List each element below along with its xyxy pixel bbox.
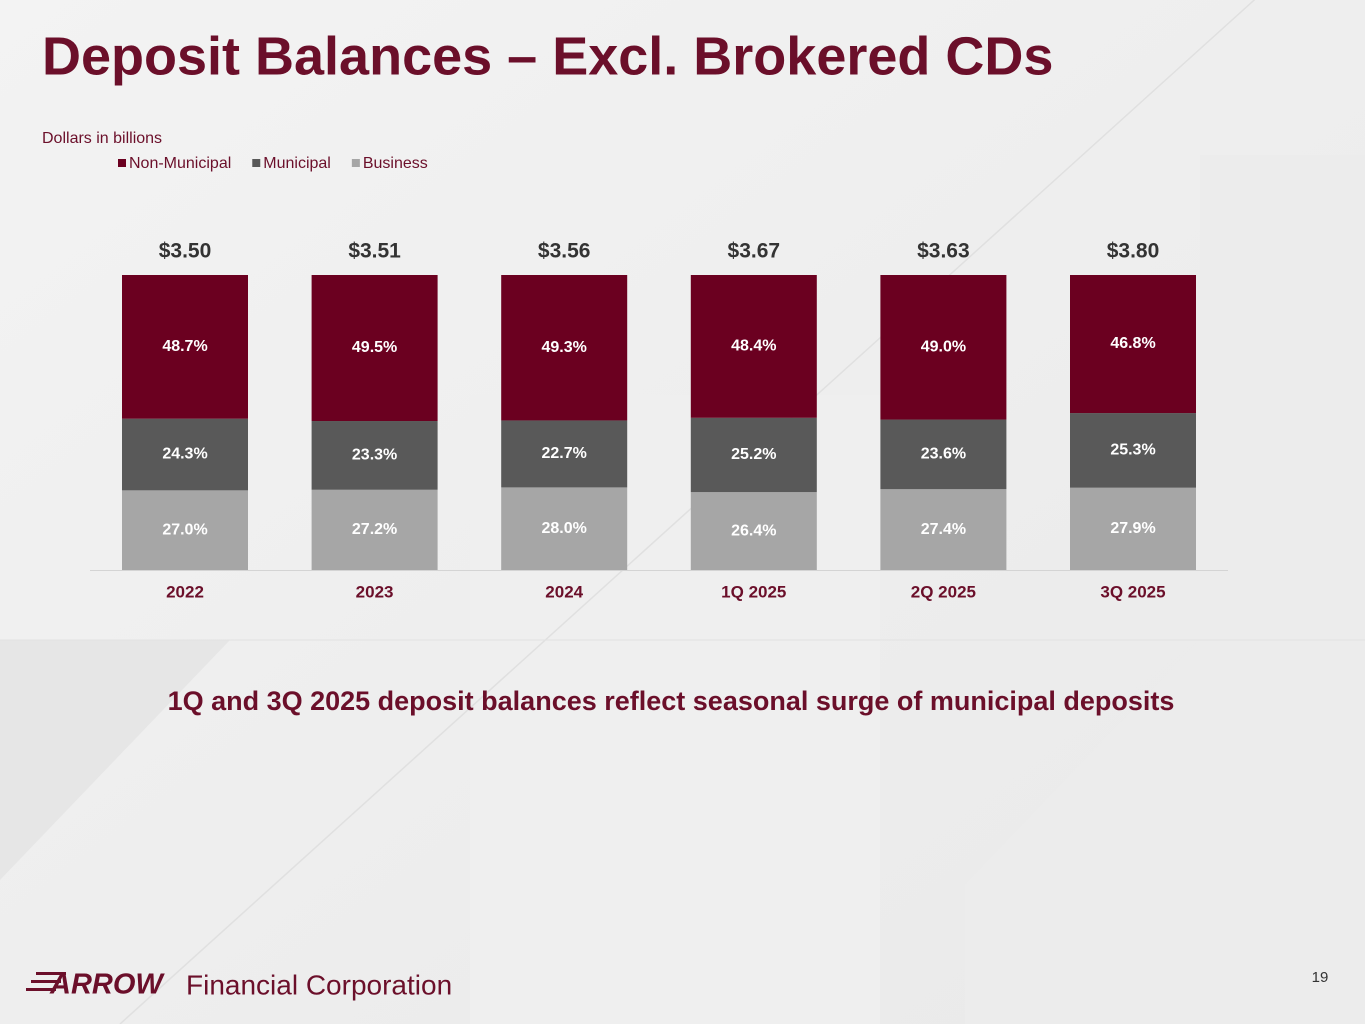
logo-stripe (26, 988, 56, 991)
data-label: 49.5% (352, 339, 397, 356)
legend-swatch (252, 159, 261, 167)
bar-segment (501, 275, 628, 421)
data-label: 28.0% (542, 520, 587, 537)
annotation: 1Q and 3Q 2025 deposit balances reflect … (168, 686, 1175, 716)
data-label: 48.4% (731, 338, 776, 355)
data-label: 27.4% (921, 521, 966, 538)
total-label: $3.67 (728, 240, 781, 263)
bar-segment (122, 275, 248, 419)
page-number: 19 (1312, 969, 1329, 986)
logo: ARROW Financial Corporation (26, 969, 452, 1001)
data-label: 49.3% (542, 339, 587, 356)
x-tick-label: 2024 (545, 582, 583, 601)
legend-swatch (118, 159, 126, 167)
data-label: 27.2% (352, 521, 397, 538)
bar-segment (1070, 487, 1196, 570)
x-tick-label: 2023 (356, 582, 394, 601)
subtitle: Dollars in billions (42, 130, 162, 147)
data-label: 49.0% (921, 338, 966, 355)
total-label: $3.63 (917, 240, 970, 263)
bar-segment (311, 421, 438, 490)
bar-segment (880, 419, 1007, 490)
total-label: $3.51 (348, 240, 401, 263)
x-tick-label: 1Q 2025 (721, 582, 786, 601)
data-label: 24.3% (162, 446, 207, 463)
bg-shape (965, 155, 1365, 1024)
logo-stripe (31, 980, 61, 983)
legend: Non-Municipal Municipal Business (118, 155, 428, 172)
company-name: Financial Corporation (186, 969, 452, 1000)
data-label: 23.3% (352, 447, 397, 464)
x-tick-label: 2Q 2025 (911, 582, 976, 601)
bar-segment (311, 275, 438, 422)
bar-segment (1070, 413, 1196, 488)
legend-label: Non-Municipal (129, 155, 231, 172)
bg-shape (0, 640, 230, 880)
x-tick-label: 2022 (166, 582, 204, 601)
data-label: 25.3% (1110, 442, 1155, 459)
bar-segment (880, 275, 1007, 420)
data-label: 48.7% (162, 338, 207, 355)
bar-segment (1070, 275, 1196, 414)
data-label: 27.0% (162, 521, 207, 538)
total-label: $3.56 (538, 240, 591, 263)
data-label: 25.2% (731, 446, 776, 463)
bar-segment (880, 489, 1007, 570)
bar-segment (690, 275, 817, 418)
total-label: $3.80 (1107, 240, 1160, 263)
total-label: $3.50 (159, 240, 212, 263)
bar-segment (501, 420, 628, 488)
x-tick-label: 3Q 2025 (1100, 582, 1165, 601)
data-label: 26.4% (731, 522, 776, 539)
title: Deposit Balances – Excl. Brokered CDs (42, 26, 1053, 86)
data-label: 27.9% (1110, 520, 1155, 537)
bar-segment (311, 489, 438, 570)
legend-swatch (351, 159, 360, 167)
bar-segment (690, 417, 817, 493)
bar-segment (501, 487, 628, 570)
plot: 27.0% 24.3% 48.7% $3.50 2022 27.2% 23.3% 49.5% $… (122, 240, 1196, 601)
data-label: 22.7% (542, 445, 587, 462)
bar-segment (690, 492, 817, 570)
legend-label: Municipal (263, 155, 331, 172)
bar-segment (122, 418, 248, 491)
data-label: 23.6% (921, 446, 966, 463)
logo-word: ARROW (49, 969, 165, 1001)
bar-segment (122, 490, 248, 570)
data-label: 46.8% (1110, 335, 1155, 352)
logo-stripe (36, 972, 66, 975)
legend-label: Business (363, 155, 428, 172)
